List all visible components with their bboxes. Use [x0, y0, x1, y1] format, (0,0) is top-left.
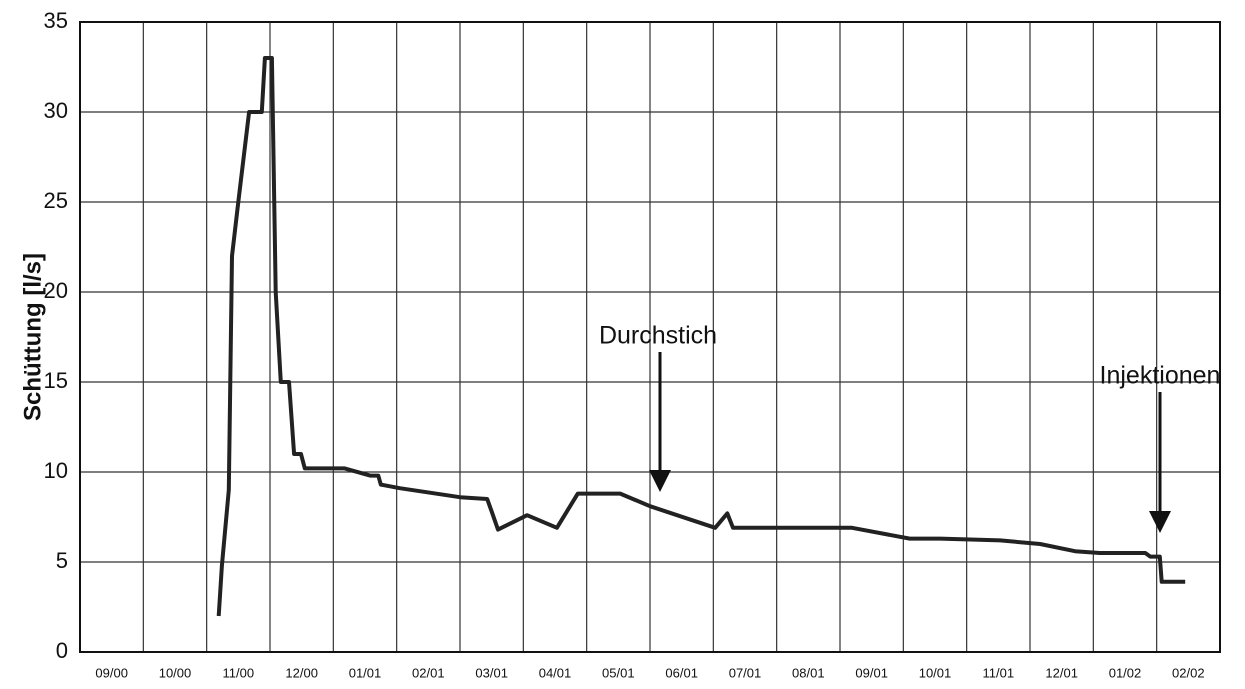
y-tick-label: 15: [44, 368, 68, 393]
x-tick-label: 09/00: [95, 665, 128, 680]
x-tick-label: 02/01: [412, 665, 445, 680]
annotation-arrowhead: [649, 470, 671, 492]
x-tick-label: 10/01: [919, 665, 952, 680]
x-tick-label: 01/02: [1109, 665, 1142, 680]
data-line: [216, 56, 1186, 617]
annotation: Durchstich: [599, 322, 717, 350]
x-tick-label: 03/01: [475, 665, 508, 680]
x-tick-label: 12/00: [285, 665, 318, 680]
y-tick-label: 25: [44, 188, 68, 213]
x-tick-label: 08/01: [792, 665, 825, 680]
x-tick-label: 06/01: [665, 665, 698, 680]
y-tick-label: 0: [56, 638, 68, 663]
x-tick-label: 11/00: [223, 665, 255, 680]
y-axis-label: Schüttung [l/s]: [19, 253, 46, 421]
y-tick-label: 20: [44, 278, 68, 303]
x-tick-label: 11/01: [983, 665, 1015, 680]
plot-frame: [79, 21, 1221, 653]
x-tick-label: 05/01: [602, 665, 635, 680]
y-tick-label: 35: [44, 8, 68, 33]
x-tick-label: 02/02: [1172, 665, 1205, 680]
x-tick-label: 12/01: [1045, 665, 1078, 680]
annotation: Injektionen: [1100, 362, 1221, 390]
y-tick-label: 10: [44, 458, 68, 483]
y-tick-label: 5: [56, 548, 68, 573]
x-tick-label: 09/01: [855, 665, 888, 680]
x-tick-label: 10/00: [159, 665, 192, 680]
y-tick-label: 30: [44, 98, 68, 123]
x-tick-label: 01/01: [349, 665, 382, 680]
x-tick-label: 04/01: [539, 665, 572, 680]
annotation-arrowhead: [1149, 511, 1171, 533]
x-tick-label: 07/01: [729, 665, 762, 680]
